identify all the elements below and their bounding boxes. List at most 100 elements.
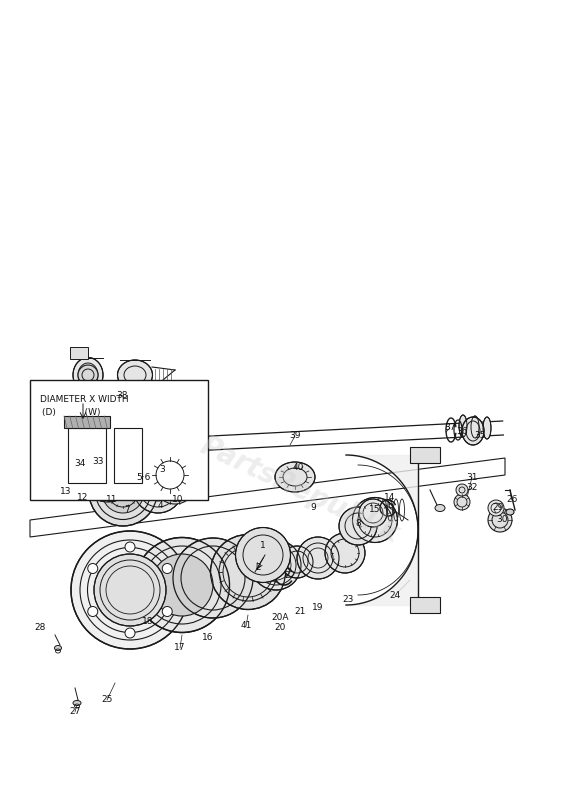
Text: 36: 36 [457,427,468,437]
Ellipse shape [154,462,196,504]
Text: 25: 25 [101,695,112,705]
Ellipse shape [359,499,387,527]
Bar [410,447,440,463]
Ellipse shape [211,534,285,610]
Ellipse shape [134,538,229,633]
Bar [30,380,208,500]
Ellipse shape [353,498,398,542]
Ellipse shape [281,546,313,578]
Bar [70,391,88,403]
Ellipse shape [54,466,76,488]
Circle shape [125,628,135,638]
Text: 5·6: 5·6 [136,474,150,482]
Ellipse shape [173,538,253,618]
Circle shape [125,542,135,552]
Ellipse shape [71,531,189,649]
Text: 37: 37 [444,423,456,433]
Ellipse shape [89,458,157,526]
Text: PartsRepublik: PartsRepublik [196,431,404,549]
Text: 13: 13 [60,487,72,497]
Text: 24: 24 [389,590,401,599]
Circle shape [488,508,512,532]
Text: 19: 19 [312,602,324,611]
Circle shape [162,606,172,617]
Text: 28: 28 [34,622,46,631]
Circle shape [88,563,98,574]
Text: 12: 12 [77,494,89,502]
Text: 16: 16 [202,633,214,642]
Ellipse shape [151,554,213,616]
Circle shape [456,484,468,496]
Ellipse shape [73,358,103,393]
Ellipse shape [435,505,445,511]
Text: 14: 14 [384,494,396,502]
Ellipse shape [325,533,365,573]
Text: 9: 9 [310,503,316,513]
Text: 7: 7 [124,506,130,514]
Text: 35: 35 [474,431,486,441]
Text: 3: 3 [159,466,165,474]
Text: 31: 31 [466,473,478,482]
Circle shape [78,365,98,385]
Text: 15: 15 [370,506,381,514]
Circle shape [88,606,98,617]
Ellipse shape [66,468,94,496]
Text: 17: 17 [174,643,186,653]
Ellipse shape [73,701,81,706]
Bar [70,347,88,359]
Text: 11: 11 [106,495,118,505]
Bar [410,597,440,613]
Bar [68,428,106,483]
Text: (D)          (W): (D) (W) [42,408,101,417]
Ellipse shape [471,416,479,438]
Text: 34: 34 [75,458,86,467]
Text: 21: 21 [294,607,306,617]
Text: 41: 41 [240,622,251,630]
Text: 32: 32 [466,483,477,493]
Ellipse shape [54,646,62,650]
Text: 10: 10 [172,495,184,505]
Ellipse shape [459,415,467,437]
Text: 33: 33 [92,458,104,466]
Text: 20A: 20A [271,613,289,622]
Text: 1: 1 [260,541,266,550]
Ellipse shape [118,360,153,390]
Ellipse shape [236,527,290,582]
Circle shape [67,454,87,474]
Ellipse shape [85,464,131,502]
Circle shape [162,563,172,574]
Text: 39: 39 [289,431,301,441]
Ellipse shape [275,462,315,492]
Circle shape [488,500,504,516]
Text: 27: 27 [69,707,81,717]
Text: 38: 38 [116,390,128,399]
Ellipse shape [251,540,301,590]
Text: 6: 6 [387,501,393,510]
Ellipse shape [102,471,144,513]
Text: 8: 8 [355,518,361,527]
Bar [114,428,142,483]
Text: 23: 23 [342,595,354,605]
Text: 26: 26 [506,495,518,505]
Ellipse shape [297,537,339,579]
Text: 30: 30 [496,514,508,523]
Text: 2: 2 [255,563,261,573]
Text: 29: 29 [492,503,503,513]
Ellipse shape [483,417,491,439]
Text: DIAMETER X WIDTH: DIAMETER X WIDTH [40,395,129,404]
Ellipse shape [506,509,514,515]
Bar [64,416,110,428]
Ellipse shape [462,417,484,445]
Ellipse shape [339,507,377,545]
Ellipse shape [154,459,186,491]
Circle shape [454,494,470,510]
Text: 18: 18 [142,618,154,626]
Ellipse shape [86,462,104,472]
Text: 40: 40 [292,463,304,473]
Text: 22: 22 [284,570,295,579]
Ellipse shape [133,463,183,513]
Ellipse shape [145,475,171,501]
Text: 4: 4 [157,501,163,510]
Text: 20: 20 [275,623,286,633]
Ellipse shape [94,554,166,626]
